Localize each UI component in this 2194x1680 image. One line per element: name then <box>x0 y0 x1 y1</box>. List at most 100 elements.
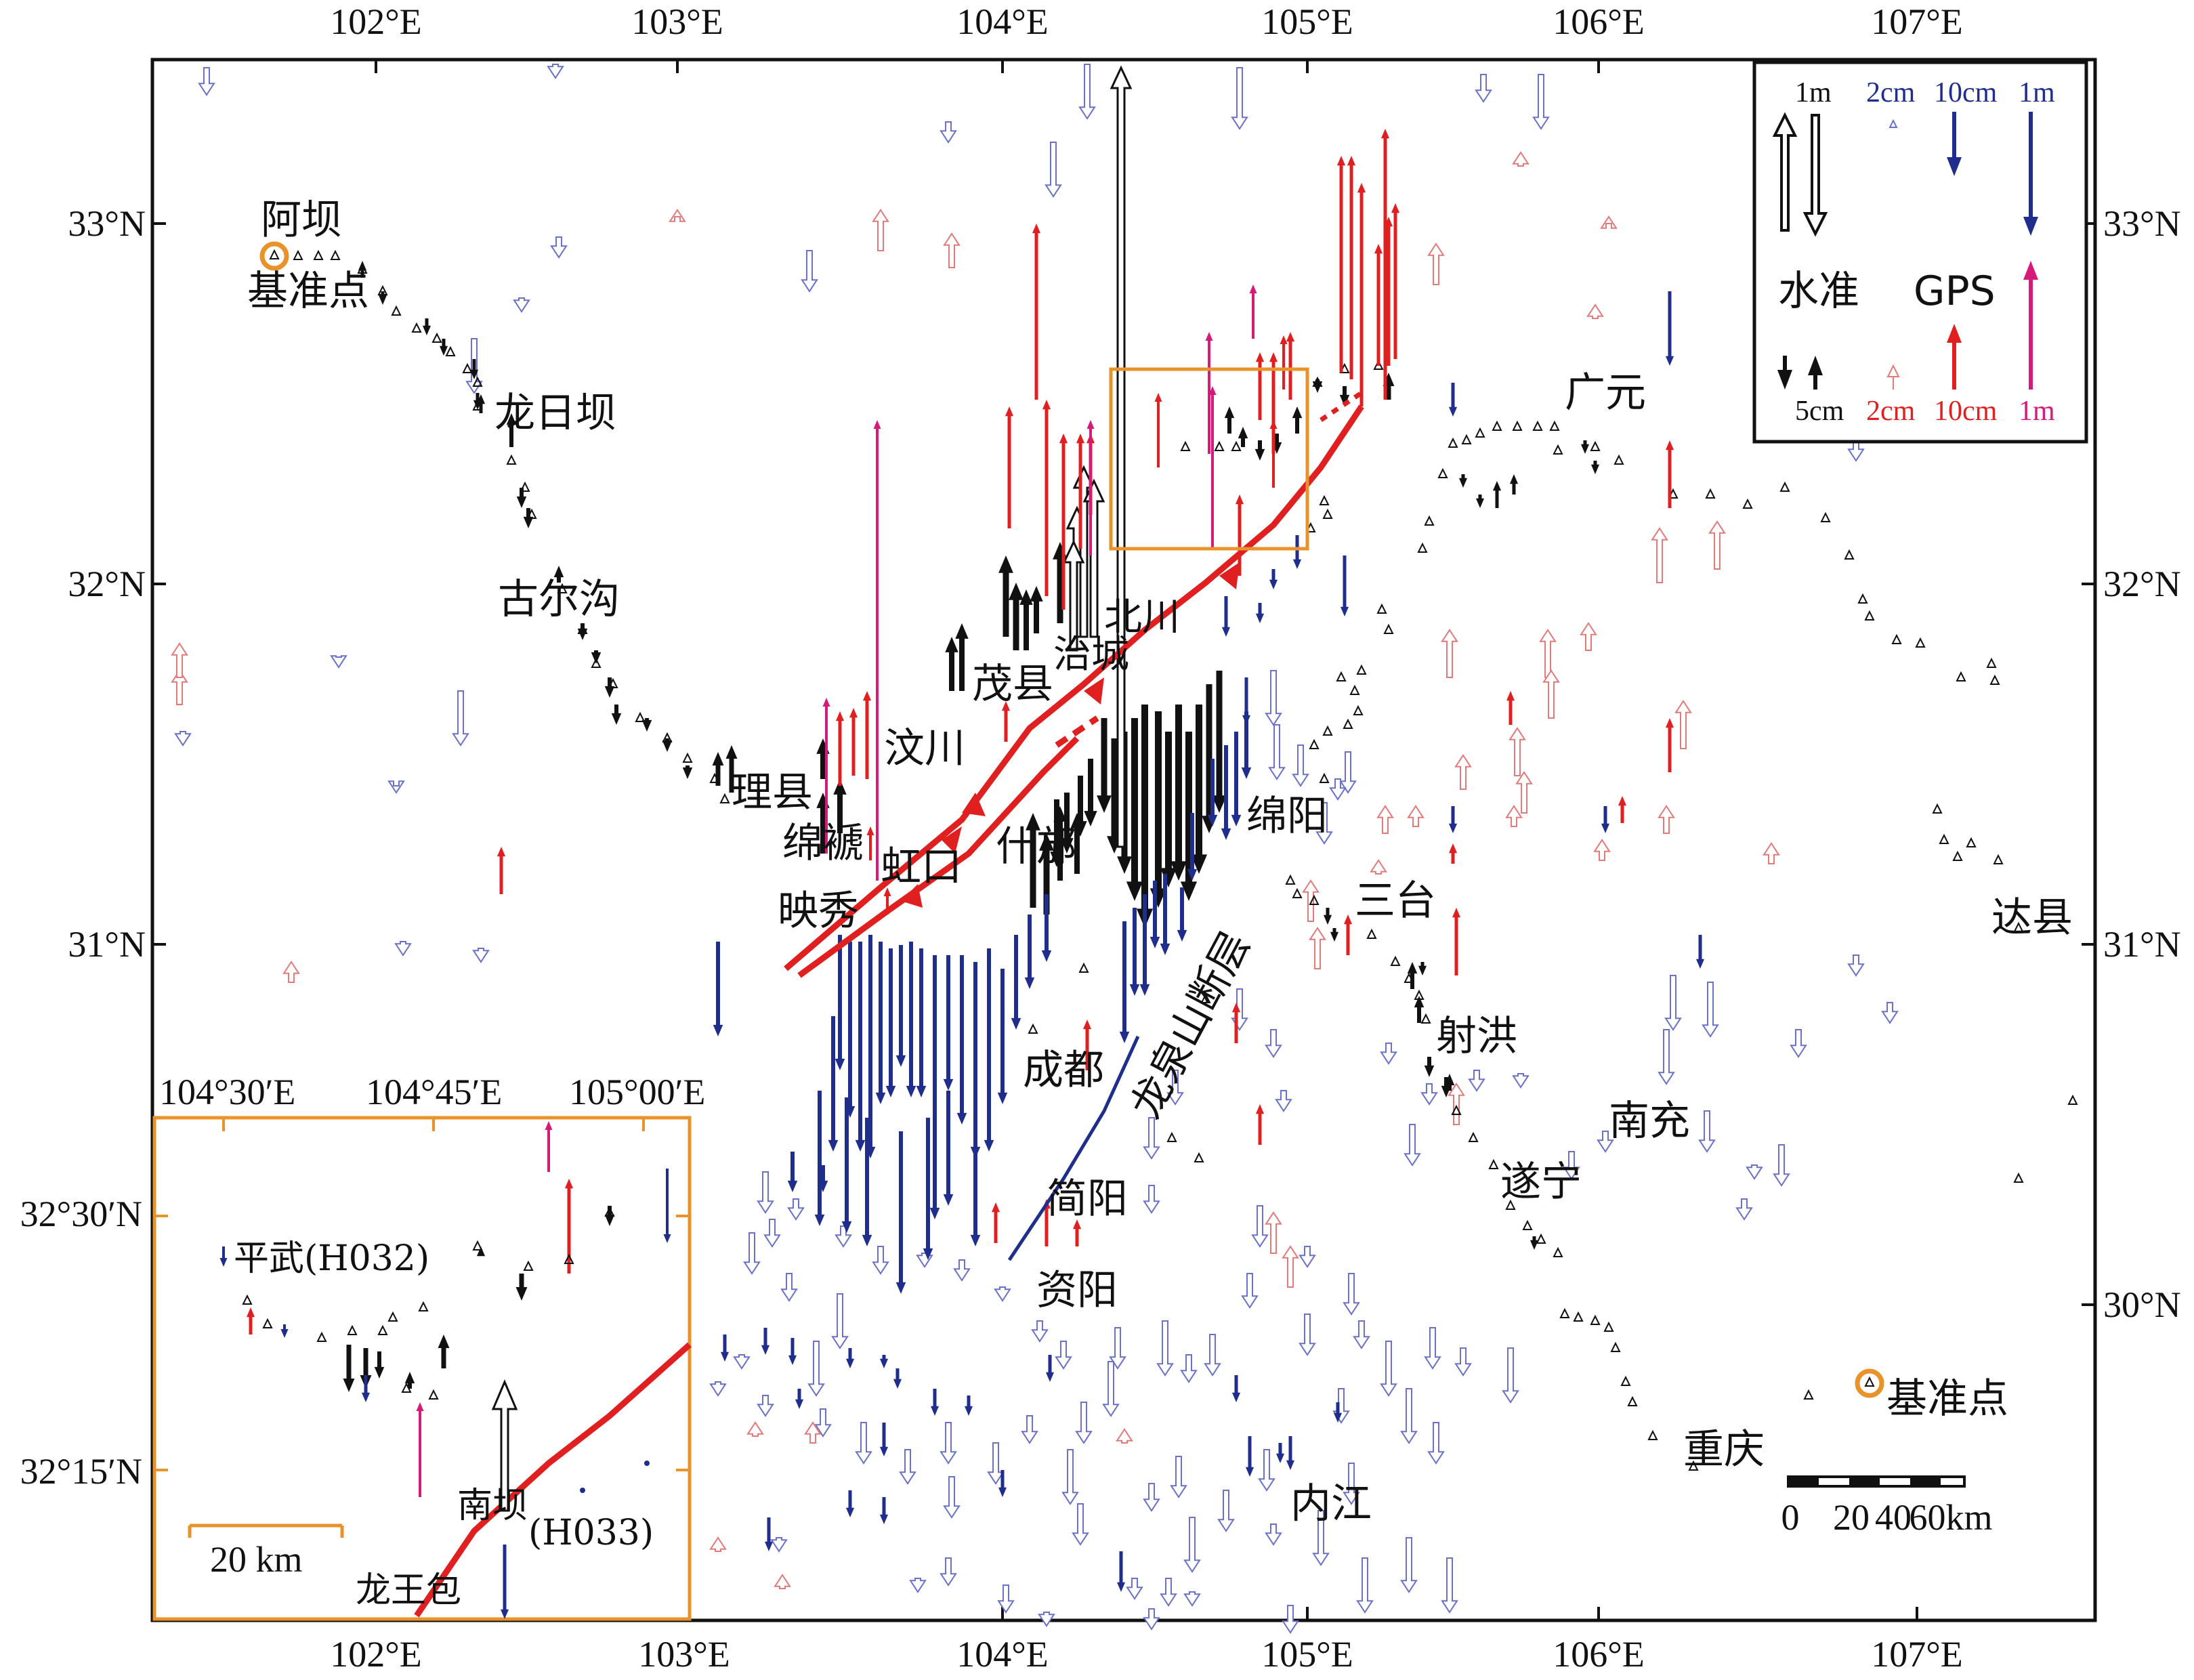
gps-subsidence-arrow <box>1292 535 1302 569</box>
legend-level-5cm: 5cm <box>1795 396 1844 427</box>
gps-subsidence-arrow <box>1024 915 1035 989</box>
lon-tick-bottom-107: 107°E <box>1871 1634 1963 1675</box>
gps-open-arrow <box>1763 842 1780 864</box>
leveling-benchmark <box>1180 440 1191 451</box>
gps-open-arrow <box>1302 879 1320 922</box>
gps-open-arrow <box>940 1422 957 1465</box>
gps-subsidence-arrow <box>964 1395 973 1416</box>
gps-1m-arrow <box>873 420 881 881</box>
gps-subsidence-arrow <box>916 948 927 1097</box>
gps-open-arrow <box>1143 1483 1160 1512</box>
inset-arrows <box>219 1121 671 1619</box>
gps-open-arrow <box>1475 74 1492 103</box>
leveling-arrow <box>955 623 969 691</box>
leveling-benchmark <box>1376 603 1387 614</box>
label-jizhundian-nw: 基准点 <box>247 268 369 315</box>
inset-arrow <box>280 1324 289 1338</box>
gps-open-arrow <box>909 1578 927 1593</box>
label-aba: 阿坝 <box>261 196 342 244</box>
leveling-benchmark <box>1383 623 1394 634</box>
gps-open-arrow <box>943 232 961 268</box>
fault-guanxian-jiangyou <box>797 736 1080 978</box>
gps-open-arrow <box>1183 1591 1201 1607</box>
leveling-benchmark <box>1993 854 2004 864</box>
inset-benchmark <box>604 1206 615 1217</box>
gps-open-arrow <box>1427 1422 1445 1465</box>
gps-uplift-arrow <box>1618 796 1627 823</box>
gps-open-arrow <box>1143 1185 1160 1214</box>
gps-open-arrow <box>1674 700 1692 749</box>
leveling-benchmark <box>1448 437 1458 448</box>
leveling-benchmark <box>1461 434 1472 444</box>
leveling-benchmark <box>557 583 568 593</box>
label-yingxiu: 映秀 <box>778 887 859 935</box>
gps-open-arrow <box>831 1293 849 1349</box>
leveling-arrow <box>712 752 724 786</box>
gps-open-arrow <box>1258 1449 1275 1492</box>
gps-open-arrow <box>394 941 412 957</box>
gps-open-arrow <box>899 1449 916 1485</box>
label-wenchuan: 汶川 <box>884 725 965 772</box>
gps-open-arrow <box>1505 805 1523 827</box>
lat-ticks-right: 33°N 32°N 31°N 30°N <box>2103 203 2181 1325</box>
gps-uplift-arrow <box>1269 420 1278 488</box>
gps-subsidence-arrow <box>1275 1443 1285 1463</box>
gps-subsidence-arrow <box>956 955 967 1125</box>
inset-map: 104°30′E 104°45′E 105°00′E 32°30′N 32°15… <box>20 1072 705 1621</box>
leveling-benchmark <box>1647 1429 1658 1440</box>
gps-subsidence-arrow <box>1448 383 1458 417</box>
leveling-benchmark <box>1512 420 1523 431</box>
gps-open-arrow <box>1515 771 1533 814</box>
reference-point-se <box>1855 1368 1884 1398</box>
inset-arrow <box>374 1351 385 1379</box>
gps-open-arrow <box>1217 1490 1235 1532</box>
lat-tick-right-32: 32°N <box>2103 564 2181 604</box>
leveling-benchmark <box>635 711 646 722</box>
gps-open-arrow <box>807 1341 825 1397</box>
leveling-arrow <box>1050 799 1063 867</box>
gps-uplift-arrow <box>866 826 874 860</box>
leveling-arrow <box>1444 1074 1455 1091</box>
gps-open-arrow <box>452 690 469 747</box>
frame-ticks <box>152 60 2095 1620</box>
inset-label-nanba: 南坝 <box>457 1486 528 1526</box>
leveling-arrow <box>1339 386 1350 406</box>
leveling-benchmark <box>1891 633 1902 644</box>
leveling-benchmark <box>1309 738 1320 749</box>
leveling-arrow <box>516 488 527 508</box>
gps-uplift-arrow <box>1347 156 1356 379</box>
leveling-arrow <box>358 261 367 278</box>
leveling-arrow <box>1238 427 1248 447</box>
label-dazhou: 达县 <box>1991 894 2073 942</box>
leveling-arrow <box>1323 908 1332 925</box>
inset-arrow <box>476 1246 486 1257</box>
legend-level-5cm-arrows <box>1777 356 1823 390</box>
leveling-benchmark <box>462 362 473 373</box>
gps-uplift-arrow <box>497 847 506 894</box>
inset-arrow <box>361 1375 371 1402</box>
inset-lon-tick-0: 104°30′E <box>159 1072 295 1112</box>
leveling-benchmark <box>1166 1131 1177 1142</box>
leveling-arrow <box>1414 996 1425 1023</box>
inset-benchmark <box>418 1301 429 1311</box>
gps-subsidence-arrow <box>795 1389 804 1409</box>
gps-open-arrow <box>1166 1070 1184 1106</box>
leveling-arrow <box>422 318 431 335</box>
inset-arrow <box>343 1345 355 1392</box>
leveling-arrow <box>476 394 486 413</box>
gps-open-arrow <box>1380 1043 1397 1065</box>
leveling-arrow <box>1170 705 1187 881</box>
leveling-benchmark <box>1952 850 1963 861</box>
leveling-benchmark <box>2067 1094 2078 1105</box>
gps-open-arrow <box>1315 802 1333 845</box>
label-neijiang: 内江 <box>1290 1480 1372 1528</box>
leveling-benchmark <box>1373 359 1384 370</box>
gps-uplift-arrow <box>1286 332 1295 400</box>
label-mianzhu: 绵褫 <box>782 820 864 867</box>
gps-open-arrow <box>1512 1073 1530 1089</box>
gps-open-arrow <box>940 1557 957 1587</box>
label-guergou: 古尔沟 <box>498 576 620 623</box>
gps-open-arrow <box>1698 1110 1716 1153</box>
lat-ticks-left: 33°N 32°N 31°N <box>68 203 146 965</box>
gps-subsidence-arrow <box>929 955 940 1219</box>
